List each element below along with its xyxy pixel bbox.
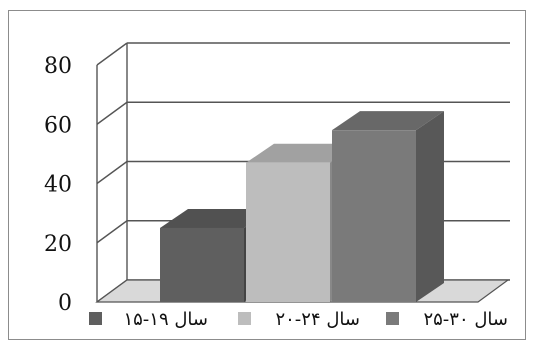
legend-swatch xyxy=(238,312,251,325)
legend-label: ۱۵-۱۹ سال xyxy=(123,309,208,330)
legend-label: ۲۵-۳۰ سال xyxy=(423,309,508,330)
y-tick-label: 80 xyxy=(44,54,72,79)
bar-group xyxy=(332,111,444,302)
bar xyxy=(332,130,416,302)
bar-side xyxy=(416,111,444,302)
gridline-side xyxy=(96,160,128,185)
y-tick-label: 60 xyxy=(44,113,72,138)
legend-swatch xyxy=(386,312,399,325)
legend-swatch xyxy=(89,312,102,325)
y-axis: 0 20 40 60 80 xyxy=(44,54,72,316)
bar xyxy=(160,227,244,302)
gridline-side xyxy=(96,101,128,125)
legend: ۱۵-۱۹ سال ۲۰-۲۴ سال ۲۵-۳۰ سال xyxy=(89,309,508,330)
chart-frame xyxy=(8,10,526,340)
legend-label: ۲۰-۲۴ سال xyxy=(275,309,360,330)
y-tick-label: 20 xyxy=(44,232,72,257)
gridline-side xyxy=(96,220,128,244)
bar xyxy=(246,162,330,302)
bar-top xyxy=(332,111,444,131)
bar-top xyxy=(246,143,358,163)
y-tick-label: 0 xyxy=(58,291,72,316)
y-tick-label: 40 xyxy=(44,173,72,198)
bars xyxy=(160,111,444,302)
gridline-side xyxy=(96,42,128,66)
bar-top xyxy=(160,208,272,228)
